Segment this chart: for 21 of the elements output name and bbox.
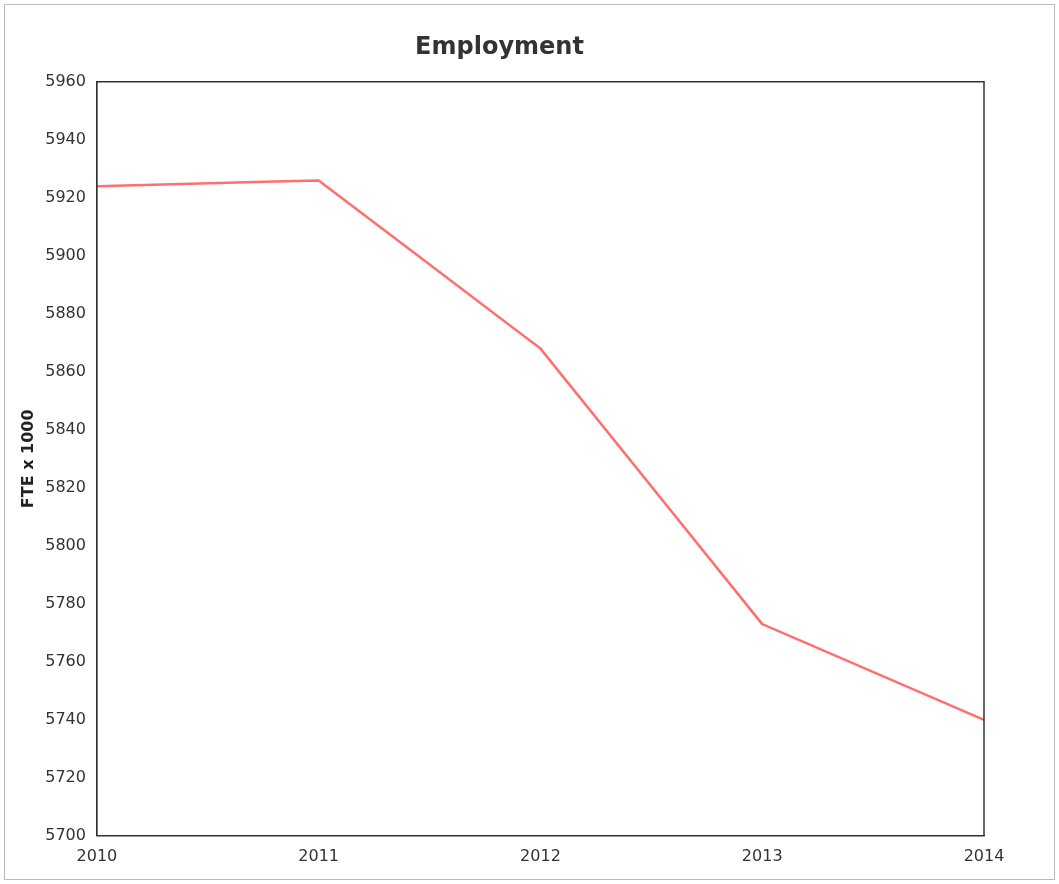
y-tick-label: 5820 xyxy=(45,476,86,496)
y-axis-title: FTE x 1000 xyxy=(17,409,37,509)
x-tick-label: 2011 xyxy=(298,845,340,865)
y-tick-label: 5800 xyxy=(45,534,86,554)
x-tick-label: 2012 xyxy=(520,845,561,865)
chart-title: Employment xyxy=(415,31,584,60)
x-tick-label: 2010 xyxy=(76,845,118,865)
y-tick-label: 5880 xyxy=(45,302,86,322)
y-tick-label: 5960 xyxy=(45,70,86,90)
y-tick-label: 5840 xyxy=(45,418,86,438)
y-tick-label: 5920 xyxy=(45,186,86,206)
y-tick-label: 5780 xyxy=(45,592,86,612)
x-tick-label: 2013 xyxy=(741,845,783,865)
x-tick-label: 2014 xyxy=(963,845,1005,865)
y-tick-label: 5940 xyxy=(45,128,86,148)
y-tick-label: 5760 xyxy=(45,650,86,670)
y-tick-label: 5740 xyxy=(45,708,86,728)
y-tick-label: 5700 xyxy=(45,824,86,844)
y-tick-label: 5900 xyxy=(45,244,86,264)
y-tick-label: 5720 xyxy=(45,766,86,786)
y-tick-label: 5860 xyxy=(45,360,86,380)
